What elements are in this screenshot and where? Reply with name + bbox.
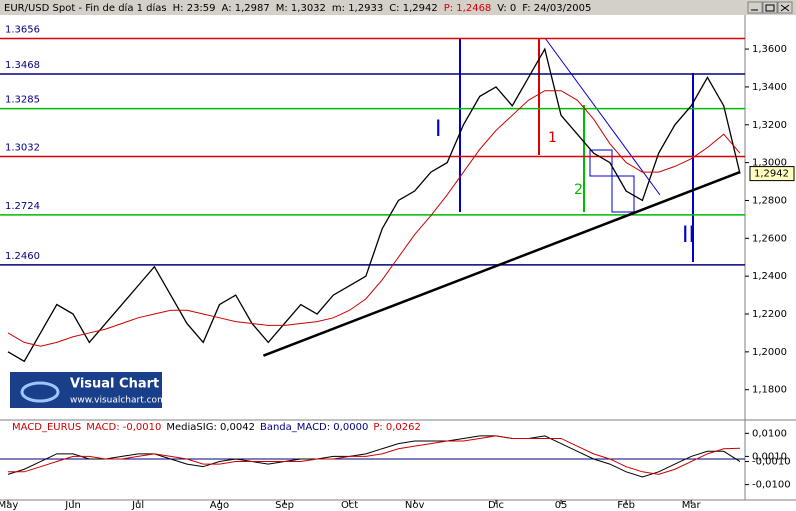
level-label: 1.3032 xyxy=(5,143,40,154)
y-tick-label: 0,0010 xyxy=(752,451,787,462)
indicator-title: MACD_EURUS xyxy=(12,422,81,433)
series-line xyxy=(7,435,741,478)
y-tick-label: 1,2400 xyxy=(752,271,787,282)
header-bar xyxy=(0,0,796,15)
y-tick-label: 1,3600 xyxy=(752,44,787,55)
logo-title: Visual Chart xyxy=(70,377,159,392)
header-field: P: 1,2468 xyxy=(444,3,492,14)
indicator-title: MACD: -0,0010 xyxy=(86,422,161,433)
level-label: 1.3468 xyxy=(5,60,40,71)
indicator-title: Banda_MACD: 0,0000 xyxy=(260,422,368,433)
header-field: A: 1,2987 xyxy=(222,3,270,14)
annotation-shapes xyxy=(459,37,694,262)
header-field: M: 1,3032 xyxy=(276,3,326,14)
series-line xyxy=(7,47,741,363)
x-tick-label: Jun xyxy=(64,500,81,511)
trendline xyxy=(262,170,741,357)
header-field: H: 23:59 xyxy=(173,3,216,14)
icon xyxy=(780,4,790,12)
logo-icon xyxy=(20,381,60,403)
x-tick-label: Mar xyxy=(682,500,702,511)
header-field: m: 1,2933 xyxy=(332,3,383,14)
y-tick-label: 1,2200 xyxy=(752,309,787,320)
x-tick-label: Ago xyxy=(210,500,229,511)
logo-url: www.visualchart.com xyxy=(70,396,166,406)
box xyxy=(611,175,635,213)
level-label: 1.2724 xyxy=(5,201,40,212)
x-tick-label: May xyxy=(0,500,18,511)
x-tick-label: Sep xyxy=(275,500,294,511)
window-buttons xyxy=(747,1,793,14)
annotation: 2 xyxy=(574,182,583,198)
header-field: C: 1,2942 xyxy=(389,3,438,14)
y-tick-label: 1,1800 xyxy=(752,385,787,396)
y-tick-label: 1,2800 xyxy=(752,195,787,206)
indicator-title: MediaSIG: 0,0042 xyxy=(166,422,255,433)
x-tick-label: 05 xyxy=(555,500,568,511)
header-field: EUR/USD Spot - Fin de día 1 días xyxy=(4,2,167,14)
annotation: 1 xyxy=(548,130,557,146)
diagonal xyxy=(544,37,661,196)
level-label: 1.3285 xyxy=(5,95,40,106)
y-tick-label: 1,3000 xyxy=(752,158,787,169)
last-value-label: 1,2942 xyxy=(754,169,789,180)
series-line xyxy=(8,435,741,475)
icon xyxy=(765,4,775,12)
annotation: I xyxy=(435,117,442,142)
header-field: V: 0 xyxy=(497,3,516,14)
y-tick-label: -0,0100 xyxy=(752,480,791,491)
x-tick-label: Feb xyxy=(617,500,635,511)
indicator-title: P: 0,0262 xyxy=(373,422,421,433)
header-field: F: 24/03/2005 xyxy=(522,3,591,14)
y-tick-label: 1,2000 xyxy=(752,347,787,358)
last-value-box xyxy=(749,166,795,182)
minimize-button[interactable] xyxy=(747,1,763,14)
y-tick-label: 0,0100 xyxy=(752,428,787,439)
x-tick-label: Jul xyxy=(131,500,144,511)
box xyxy=(589,149,613,177)
maximize-button[interactable] xyxy=(762,1,778,14)
y-tick-label: -0,0010 xyxy=(752,457,791,468)
logo: Visual Chart www.visualchart.com xyxy=(10,372,166,408)
x-tick-label: Oct xyxy=(341,500,358,511)
x-tick-label: Dic xyxy=(488,500,504,511)
level-label: 1.2460 xyxy=(5,251,40,262)
series-line xyxy=(7,90,741,347)
y-tick-label: 1,3400 xyxy=(752,82,787,93)
x-tick-label: Nov xyxy=(405,500,425,511)
y-tick-label: 1,3200 xyxy=(752,120,787,131)
annotation: II xyxy=(682,223,695,248)
y-tick-label: 1,2600 xyxy=(752,233,787,244)
level-label: 1.3656 xyxy=(5,24,40,35)
